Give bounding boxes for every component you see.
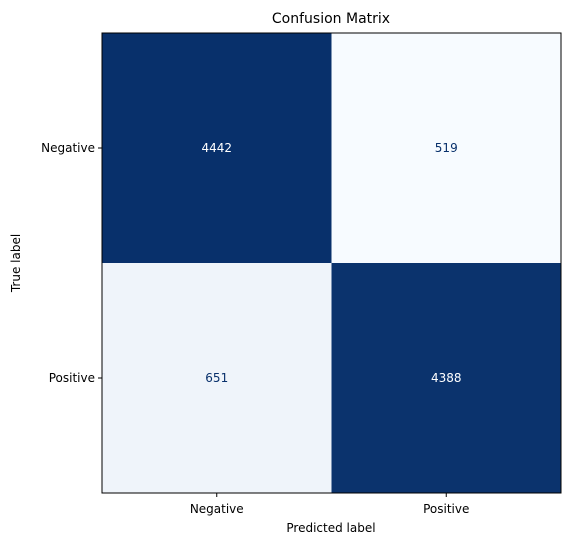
matrix-cell-value: 4442 bbox=[201, 141, 232, 155]
y-axis-label: True label bbox=[9, 234, 23, 293]
matrix-cell bbox=[331, 263, 561, 493]
chart-title: Confusion Matrix bbox=[272, 11, 390, 27]
x-axis: Negative Positive bbox=[190, 493, 469, 516]
x-tick-label: Negative bbox=[190, 502, 244, 516]
matrix-cell bbox=[102, 33, 332, 263]
x-tick-label: Positive bbox=[423, 502, 469, 516]
matrix-cell-value: 4388 bbox=[431, 371, 462, 385]
matrix-cells: 4442 519 651 4388 bbox=[102, 33, 561, 493]
x-axis-label: Predicted label bbox=[286, 521, 375, 535]
plot-frame bbox=[101, 32, 562, 494]
matrix-cell bbox=[102, 263, 332, 493]
matrix-cell bbox=[331, 33, 561, 263]
matrix-cell-value: 651 bbox=[205, 371, 228, 385]
y-tick-label: Negative bbox=[41, 141, 95, 155]
y-tick-label: Positive bbox=[49, 371, 95, 385]
matrix-cell-value: 519 bbox=[435, 141, 458, 155]
y-axis: Negative Positive bbox=[41, 141, 102, 385]
